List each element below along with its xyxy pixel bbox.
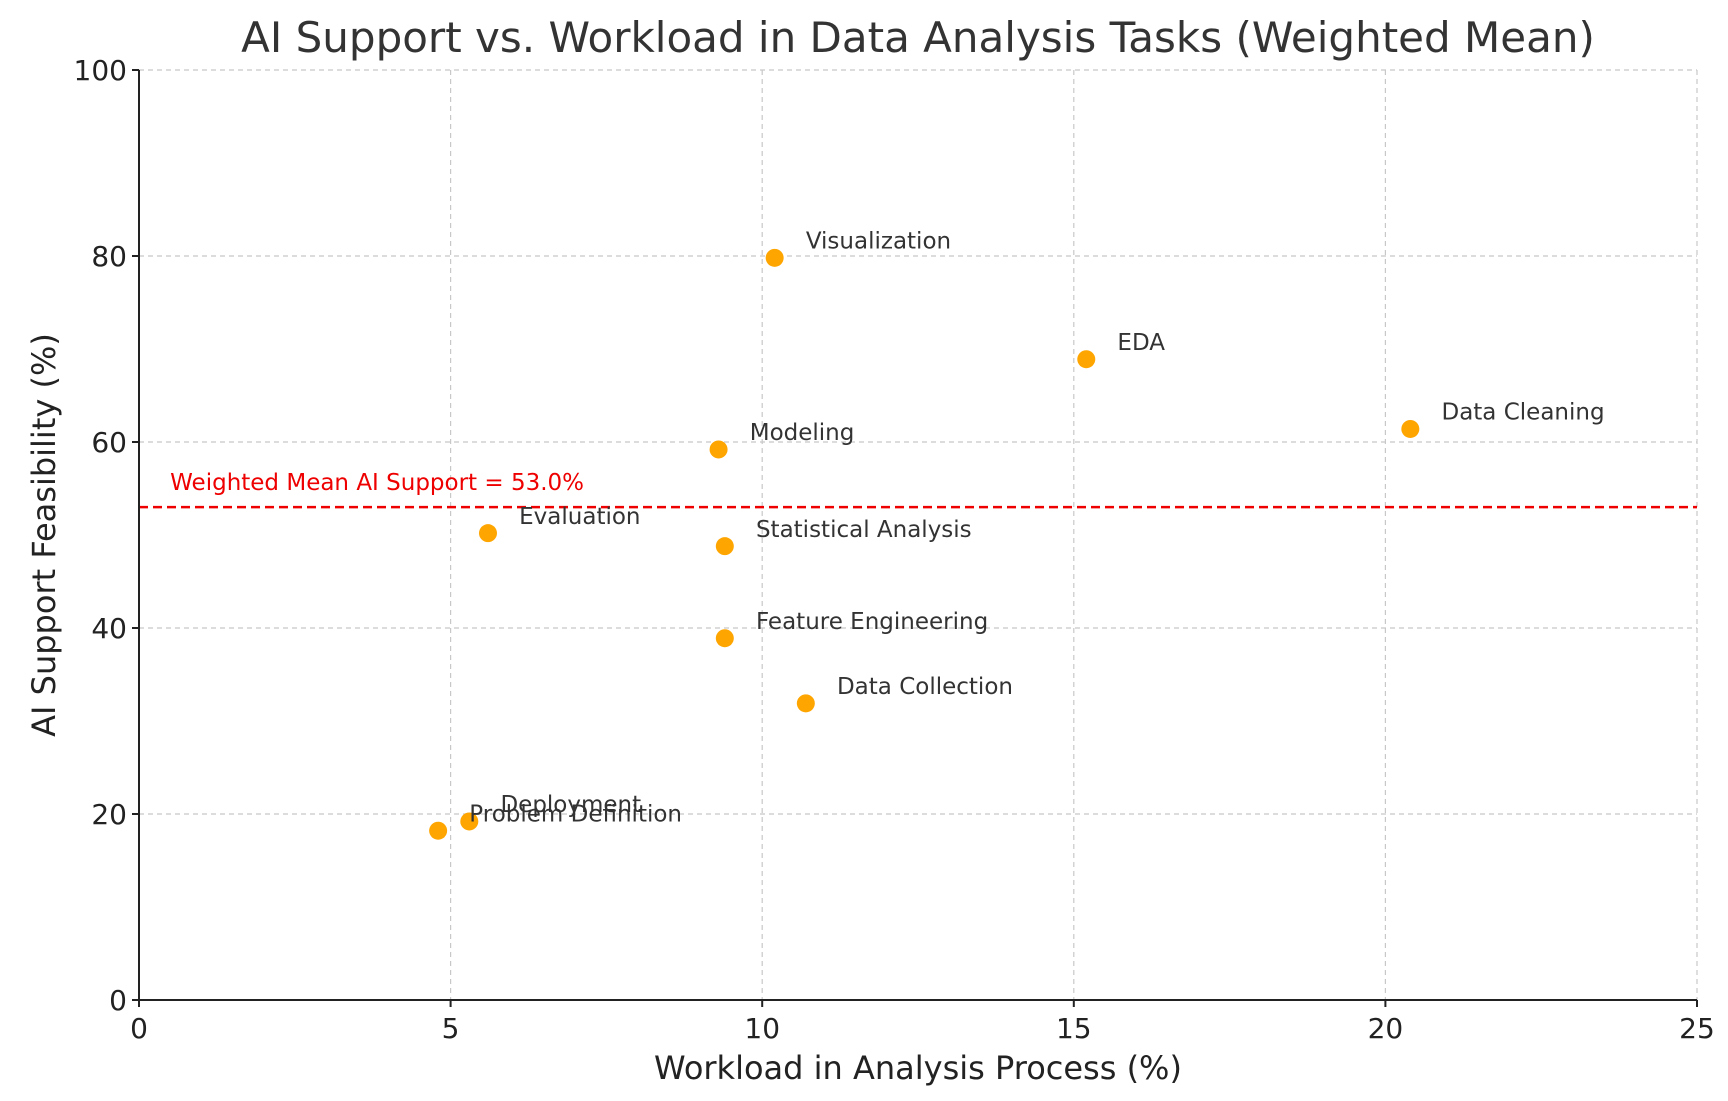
data-point: [796, 694, 815, 713]
data-point: [478, 524, 497, 543]
data-point-label: Modeling: [750, 420, 855, 446]
tick-layer: 0 5 10 15 20 25 0 20 40 60 80 100: [74, 54, 1715, 1045]
data-point: [715, 537, 734, 556]
data-point: [1401, 419, 1420, 438]
x-tick-label: 10: [744, 1012, 780, 1045]
y-tick-label: 80: [91, 240, 127, 273]
x-axis-title: Workload in Analysis Process (%): [654, 1049, 1182, 1087]
data-point-label: Feature Engineering: [756, 609, 988, 635]
data-point: [460, 812, 479, 831]
reference-line-layer: Weighted Mean AI Support = 53.0%: [139, 470, 1697, 509]
data-point: [1077, 350, 1096, 369]
y-axis-title: AI Support Feasibility (%): [25, 333, 63, 737]
data-point-label: Visualization: [806, 229, 951, 255]
x-tick-label: 20: [1368, 1012, 1404, 1045]
data-point: [429, 821, 448, 840]
chart-title: AI Support vs. Workload in Data Analysis…: [241, 13, 1595, 62]
weighted-mean-label: Weighted Mean AI Support = 53.0%: [170, 470, 584, 496]
data-point-label: Evaluation: [519, 504, 640, 530]
data-point: [765, 248, 784, 267]
data-point-label: Data Collection: [837, 674, 1013, 700]
data-point-label: Data Cleaning: [1441, 400, 1604, 426]
data-point: [709, 440, 728, 459]
x-tick-label: 0: [130, 1012, 148, 1045]
data-points-layer: [429, 248, 1420, 840]
y-tick-label: 0: [109, 984, 127, 1017]
y-tick-label: 60: [91, 426, 127, 459]
y-tick-label: 40: [91, 612, 127, 645]
x-tick-label: 5: [442, 1012, 460, 1045]
y-tick-label: 20: [91, 798, 127, 831]
data-point-label: Deployment: [500, 792, 641, 818]
point-labels-layer: Problem Definition Data Collection Data Cl…: [469, 229, 1604, 828]
data-point-label: Statistical Analysis: [756, 517, 972, 543]
axes-layer: [138, 70, 1697, 1001]
data-point-label: EDA: [1117, 330, 1165, 356]
y-tick-label: 100: [74, 54, 127, 87]
data-point-label: Problem Definition: [469, 801, 682, 827]
x-tick-label: 15: [1056, 1012, 1092, 1045]
data-point: [715, 629, 734, 648]
x-tick-label: 25: [1679, 1012, 1715, 1045]
